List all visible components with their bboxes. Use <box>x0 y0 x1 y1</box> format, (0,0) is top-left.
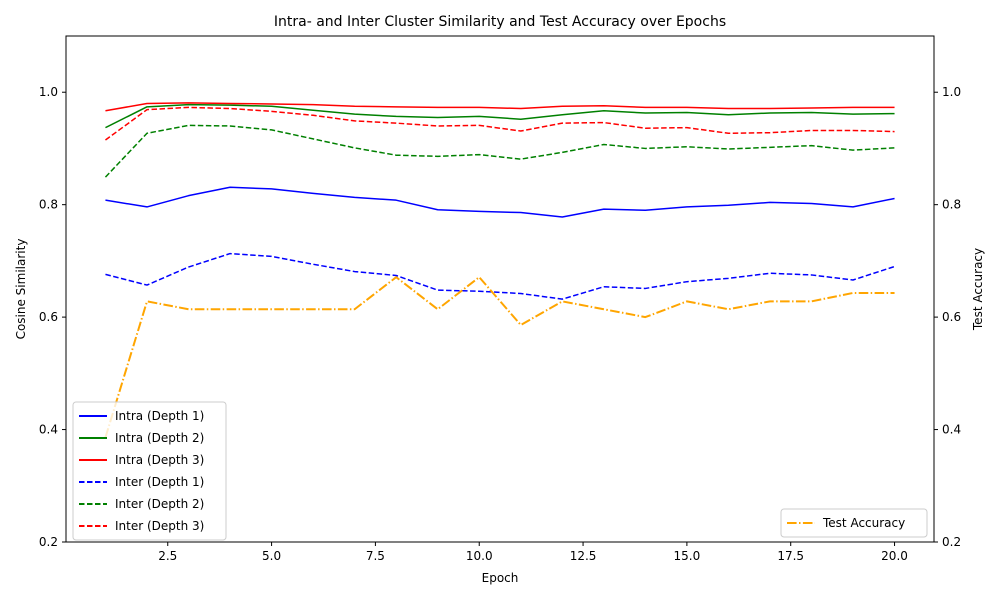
y-tick-label: 0.8 <box>39 198 58 212</box>
legend-label: Inter (Depth 3) <box>115 519 204 533</box>
legend-label: Test Accuracy <box>822 516 905 530</box>
y2-tick-label: 0.2 <box>942 535 961 549</box>
chart-title: Intra- and Inter Cluster Similarity and … <box>274 14 726 30</box>
legend-right: Test Accuracy <box>780 508 928 538</box>
x-tick-label: 17.5 <box>777 549 804 563</box>
y2-tick-label: 0.6 <box>942 310 961 324</box>
x-tick-label: 20.0 <box>881 549 908 563</box>
y-axis-label: Cosine Similarity <box>14 239 28 340</box>
legend-label: Intra (Depth 1) <box>115 409 204 423</box>
x-tick-label: 12.5 <box>570 549 597 563</box>
y-axis-right: 0.2 0.4 0.6 0.8 1.0 <box>934 85 961 549</box>
legend-label: Intra (Depth 3) <box>115 453 204 467</box>
y-tick-label: 0.2 <box>39 535 58 549</box>
series-line-inter-depth-1 <box>105 252 895 300</box>
legend-label: Inter (Depth 1) <box>115 475 204 489</box>
y2-axis-label: Test Accuracy <box>971 248 985 331</box>
legend-right-box <box>780 508 928 538</box>
series-line-inter-depth-2 <box>104 124 895 178</box>
series-layer <box>104 102 895 438</box>
legend-label: Inter (Depth 2) <box>115 497 204 511</box>
series-line-intra-depth-1 <box>105 186 895 218</box>
x-tick-label: 15.0 <box>674 549 701 563</box>
plot-area <box>104 102 895 438</box>
legend-left-box <box>72 401 227 541</box>
axes-frame <box>65 35 935 543</box>
y-tick-label: 1.0 <box>39 85 58 99</box>
y-axis-left: 0.2 0.4 0.6 0.8 1.0 <box>39 85 66 549</box>
legend-label: Intra (Depth 2) <box>115 431 204 445</box>
x-tick-label: 10.0 <box>466 549 493 563</box>
y-tick-label: 0.4 <box>39 423 58 437</box>
series-line-intra-depth-3 <box>105 102 895 112</box>
x-tick-label: 5.0 <box>262 549 281 563</box>
x-tick-label: 2.5 <box>158 549 177 563</box>
legend-left: Intra (Depth 1) Intra (Depth 2) Intra (Dep… <box>72 401 227 541</box>
y2-tick-label: 0.8 <box>942 198 961 212</box>
x-tick-label: 7.5 <box>366 549 385 563</box>
y2-tick-label: 0.4 <box>942 423 961 437</box>
series-line-intra-depth-2 <box>105 103 895 129</box>
y-tick-label: 0.6 <box>39 310 58 324</box>
x-axis-label: Epoch <box>482 571 519 585</box>
x-axis: 2.5 5.0 7.5 10.0 12.5 15.0 17.5 20.0 <box>158 542 908 563</box>
y2-tick-label: 1.0 <box>942 85 961 99</box>
